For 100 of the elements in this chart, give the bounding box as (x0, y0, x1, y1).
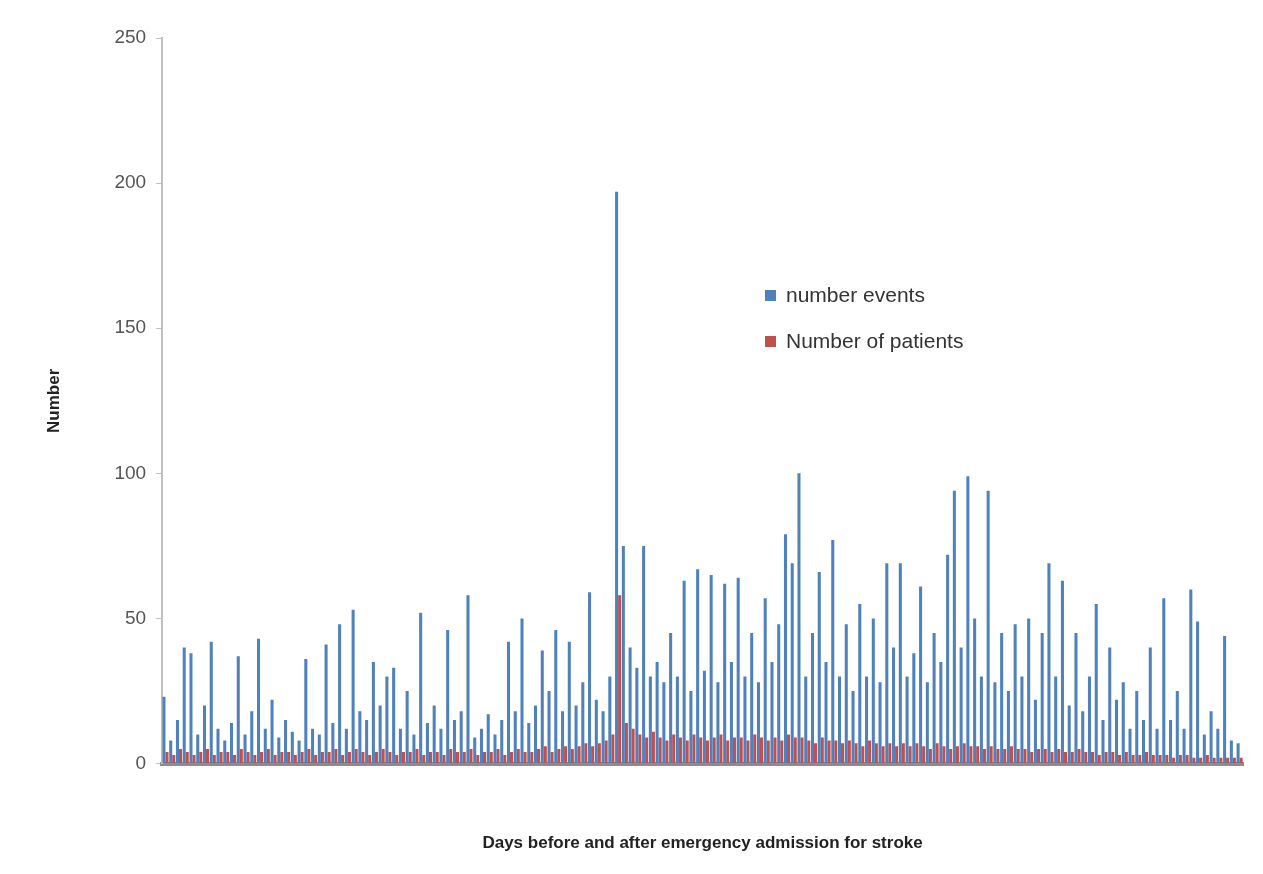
bar (966, 476, 970, 764)
bar (165, 751, 169, 764)
bar (520, 618, 524, 764)
bar (912, 653, 916, 764)
bar (216, 728, 220, 764)
y-tick-label: 100 (114, 461, 147, 483)
bar (311, 728, 315, 764)
bar (564, 746, 568, 764)
bar (219, 751, 223, 764)
bar (422, 754, 426, 764)
bar (732, 737, 736, 764)
bar (280, 751, 284, 764)
bar (392, 667, 396, 764)
bar (412, 734, 416, 764)
bar (915, 743, 919, 764)
bar (196, 734, 200, 764)
bar (482, 751, 487, 764)
bar (1027, 618, 1031, 764)
bar (1192, 757, 1196, 764)
bar (787, 734, 791, 764)
bar (726, 740, 730, 764)
bar (993, 682, 997, 764)
bar (459, 711, 463, 764)
bar (1216, 728, 1220, 764)
bar (1219, 757, 1223, 764)
bar (199, 751, 203, 764)
bar (293, 754, 297, 764)
bar (408, 751, 412, 764)
bar (682, 580, 686, 764)
bar (591, 746, 595, 764)
bar (804, 676, 808, 764)
bar (905, 676, 909, 764)
bar (493, 734, 497, 764)
bar (354, 749, 358, 764)
x-axis-title: Days before and after emergency admission for stroke (482, 833, 923, 853)
y-axis-title: Number (43, 368, 63, 433)
bar (287, 751, 291, 764)
bar (1023, 749, 1027, 764)
bar (608, 676, 612, 764)
bar (317, 734, 321, 764)
bar (759, 737, 764, 764)
bar (1050, 751, 1054, 764)
bar (1182, 728, 1186, 764)
bar (405, 691, 409, 764)
bar (415, 749, 419, 764)
bar (479, 728, 483, 764)
bar (320, 751, 324, 764)
bar (307, 749, 311, 764)
bar (868, 740, 872, 764)
bar (973, 618, 977, 764)
bar (567, 641, 571, 764)
bar (901, 743, 905, 764)
bar (898, 563, 902, 764)
bar (452, 720, 456, 764)
bar (952, 490, 956, 764)
bar (527, 722, 531, 764)
bar (1151, 754, 1155, 764)
bar (266, 749, 270, 764)
bar (516, 749, 520, 764)
bar (618, 595, 622, 764)
bar (1091, 751, 1095, 764)
bar (1114, 699, 1119, 764)
bar (672, 734, 676, 764)
bar (665, 740, 669, 764)
bar (696, 569, 700, 764)
bar (239, 749, 243, 764)
bar (371, 662, 375, 764)
bar (510, 751, 514, 764)
bar (473, 737, 477, 764)
bar (209, 641, 213, 764)
bar (277, 737, 281, 764)
bar (273, 754, 277, 764)
bar (979, 676, 983, 764)
bar (435, 751, 439, 764)
bar (1178, 754, 1182, 764)
bar (284, 720, 288, 764)
bar (543, 746, 547, 764)
bar (304, 659, 308, 764)
bar (368, 754, 372, 764)
bar (347, 751, 351, 764)
bar (331, 722, 335, 764)
bar (489, 751, 493, 764)
bar (841, 743, 845, 764)
bar (996, 749, 1000, 764)
bar (557, 749, 561, 764)
bar (989, 746, 993, 764)
bar (1229, 740, 1233, 764)
bar (645, 737, 649, 764)
bar (455, 751, 460, 764)
bar (506, 641, 511, 764)
bar (530, 751, 534, 764)
y-tick-label: 200 (114, 171, 147, 193)
bar (942, 746, 946, 764)
bar (638, 734, 642, 764)
bar (928, 749, 932, 764)
bar (1101, 720, 1105, 764)
bar (419, 612, 423, 764)
bar (1169, 720, 1173, 764)
bar (381, 749, 385, 764)
bar (1124, 751, 1128, 764)
